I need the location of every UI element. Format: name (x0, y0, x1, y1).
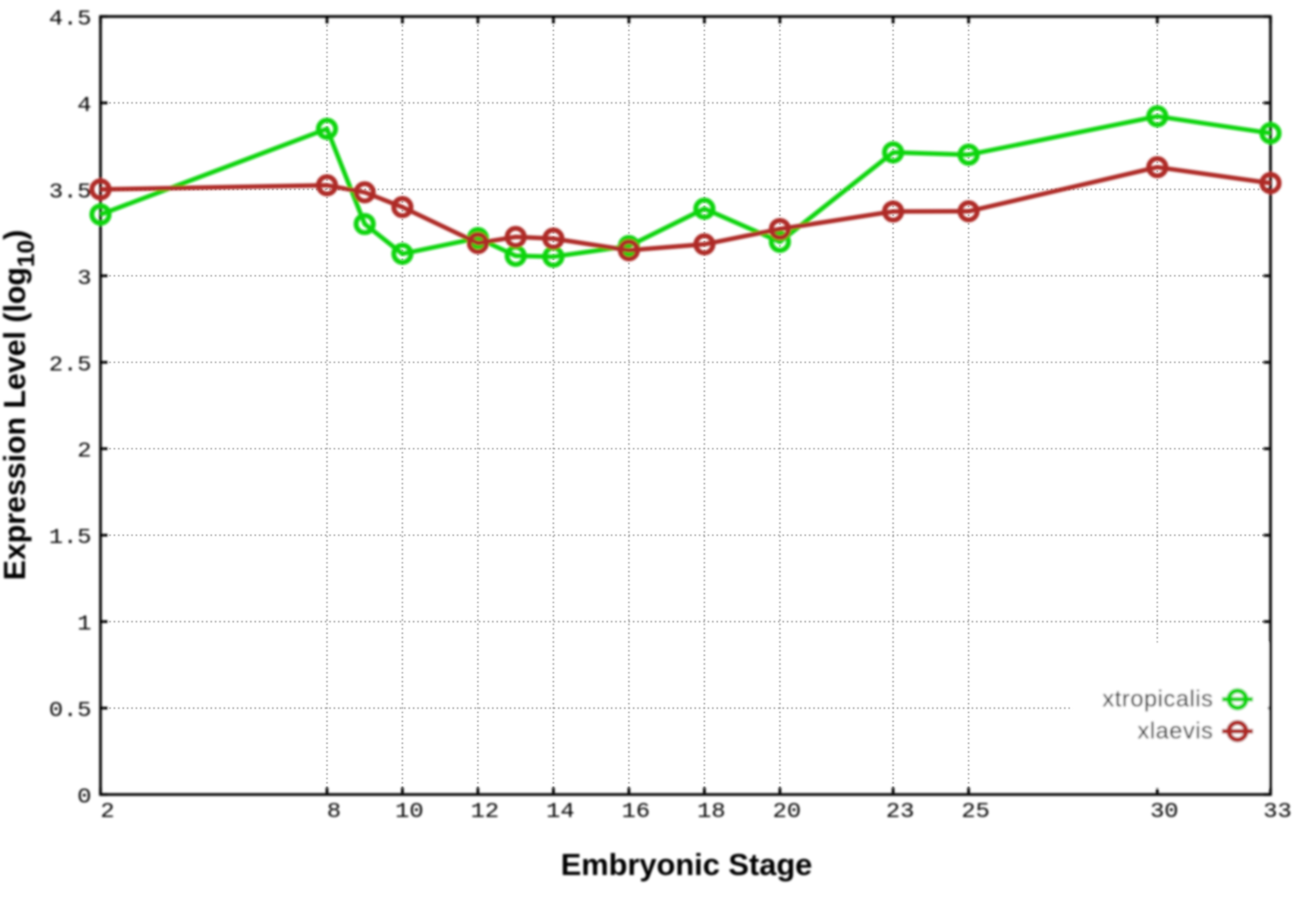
svg-text:33: 33 (1263, 800, 1291, 824)
svg-text:3.5: 3.5 (49, 180, 92, 204)
svg-text:16: 16 (622, 800, 650, 824)
svg-text:xlaevis: xlaevis (1137, 717, 1213, 743)
svg-text:0.5: 0.5 (49, 699, 92, 723)
svg-text:14: 14 (546, 800, 574, 824)
svg-text:2: 2 (77, 440, 91, 464)
svg-text:xtropicalis: xtropicalis (1102, 686, 1213, 712)
svg-text:2.5: 2.5 (49, 353, 92, 377)
svg-text:4: 4 (77, 94, 91, 118)
svg-text:Embryonic Stage: Embryonic Stage (561, 847, 813, 882)
svg-text:25: 25 (961, 800, 989, 824)
svg-text:12: 12 (471, 800, 499, 824)
svg-text:23: 23 (886, 800, 914, 824)
svg-text:10: 10 (395, 800, 423, 824)
svg-text:1: 1 (77, 613, 91, 637)
svg-text:18: 18 (697, 800, 725, 824)
svg-text:2: 2 (100, 800, 114, 824)
svg-text:3: 3 (77, 267, 91, 291)
svg-text:0: 0 (77, 786, 91, 810)
svg-text:20: 20 (773, 800, 801, 824)
svg-text:8: 8 (327, 800, 341, 824)
svg-text:4.5: 4.5 (49, 8, 92, 32)
svg-text:1.5: 1.5 (49, 526, 92, 550)
svg-text:30: 30 (1150, 800, 1178, 824)
